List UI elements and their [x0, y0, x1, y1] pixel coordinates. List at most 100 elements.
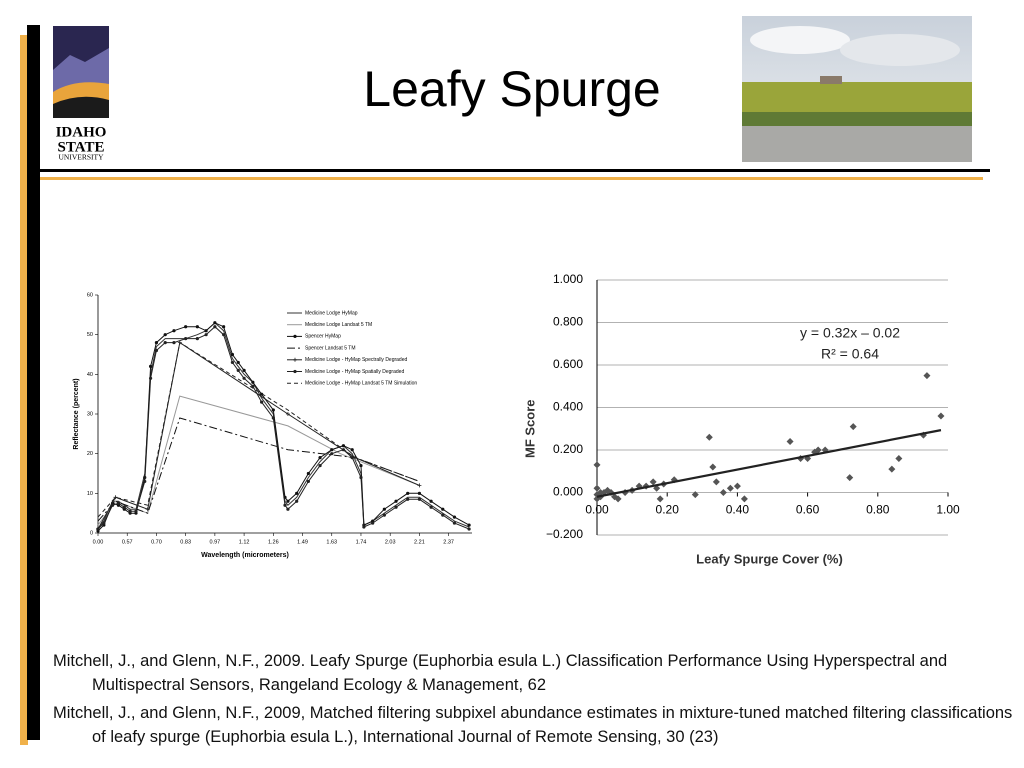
point [350, 456, 354, 460]
point [417, 491, 422, 495]
legend-marker [293, 334, 297, 338]
point [204, 329, 208, 333]
y-axis-title: MF Score [522, 399, 537, 458]
logo-text: IDAHO [56, 124, 107, 140]
x-tick-label: 0.57 [122, 539, 133, 545]
point [467, 527, 471, 531]
point [148, 376, 153, 380]
point [888, 465, 896, 473]
point [429, 499, 433, 503]
point [406, 497, 410, 501]
point [213, 321, 217, 325]
point [394, 505, 398, 509]
point [271, 408, 275, 412]
point [116, 501, 121, 505]
reflectance-chart: 0 10 20 30 40 50 60 0.00 0.57 0.70 0.83 0.97 1.12 1.2… [73, 292, 472, 559]
legend-label: Spencer Landsat 5 TM [305, 345, 356, 351]
point [295, 499, 299, 503]
y-tick-label: 50 [87, 332, 93, 338]
y-tick-label: 40 [87, 372, 93, 378]
point [330, 452, 334, 456]
x-tick-label: 2.03 [385, 539, 396, 545]
point [382, 507, 386, 511]
point [260, 400, 264, 404]
legend-label: Spencer HyMap [305, 334, 341, 340]
accent-bar-black [27, 25, 40, 740]
y-tick-label: 0 [90, 530, 93, 536]
legend-marker [293, 369, 297, 374]
point [318, 463, 322, 468]
point [614, 495, 622, 503]
point [134, 509, 138, 513]
y-tick-label: 30 [87, 411, 93, 417]
x-tick-label: 0.00 [93, 539, 104, 545]
point [441, 513, 445, 517]
legend-label: Medicine Lodge - HyMap Landsat 5 TM Simu… [305, 381, 417, 387]
point [406, 491, 410, 495]
point [143, 479, 147, 484]
y-tick-label: 60 [87, 292, 93, 298]
point [236, 368, 240, 372]
point [923, 372, 931, 380]
point [172, 329, 176, 333]
series-line [97, 326, 470, 530]
y-tick-label: 10 [87, 491, 93, 497]
point [394, 499, 398, 503]
point [719, 489, 727, 496]
legend-label: Medicine Lodge Landsat 5 TM [305, 322, 372, 328]
point [350, 448, 354, 452]
point [306, 471, 310, 476]
point [195, 337, 199, 341]
x-tick-label: 0.83 [180, 539, 191, 545]
point [786, 438, 794, 445]
point [726, 484, 734, 492]
legend-label: Medicine Lodge HyMap [305, 310, 358, 316]
series-line [97, 417, 420, 522]
y-axis-title: Reflectance (percent) [73, 378, 80, 449]
point [230, 360, 235, 365]
point [295, 491, 299, 495]
x-tick-label: 1.49 [297, 539, 308, 545]
series-line [97, 395, 420, 526]
point [740, 495, 748, 503]
x-tick-label: 0.20 [656, 503, 680, 517]
rule-black [40, 169, 990, 172]
point [285, 412, 290, 416]
point [113, 495, 118, 500]
point [306, 479, 310, 484]
y-tick-label: 0.600 [553, 357, 583, 371]
series-line [97, 341, 420, 518]
x-tick-label: 1.00 [936, 503, 960, 517]
y-tick-label: 20 [87, 451, 93, 457]
point [691, 491, 699, 499]
point [122, 505, 126, 509]
point [705, 433, 713, 441]
x-tick-label: 0.40 [726, 503, 750, 517]
point [172, 341, 176, 345]
x-tick-label: 2.21 [414, 539, 425, 545]
point [814, 446, 822, 454]
point [222, 333, 226, 337]
point [849, 423, 857, 431]
x-tick-label: 0.00 [585, 503, 609, 517]
point [733, 482, 741, 490]
point [895, 455, 903, 462]
annotation: R² = 0.64 [821, 346, 879, 362]
x-tick-label: 2.37 [443, 539, 454, 545]
photo [742, 16, 972, 162]
references: Mitchell, J., and Glenn, N.F., 2009. Lea… [53, 649, 1013, 753]
x-tick-label: 1.26 [268, 539, 279, 545]
reference: Mitchell, J., and Glenn, N.F., 2009, Mat… [53, 704, 1013, 746]
point [467, 523, 471, 527]
series-line [97, 322, 470, 532]
legend-marker [293, 357, 297, 362]
point [593, 461, 601, 469]
x-tick-label: 0.70 [151, 539, 162, 545]
point [441, 507, 445, 511]
x-tick-label: 0.97 [210, 539, 221, 545]
point [148, 364, 153, 368]
logo-text: UNIVERSITY [59, 153, 105, 162]
point [593, 484, 601, 492]
y-tick-label: 0.800 [553, 315, 583, 329]
